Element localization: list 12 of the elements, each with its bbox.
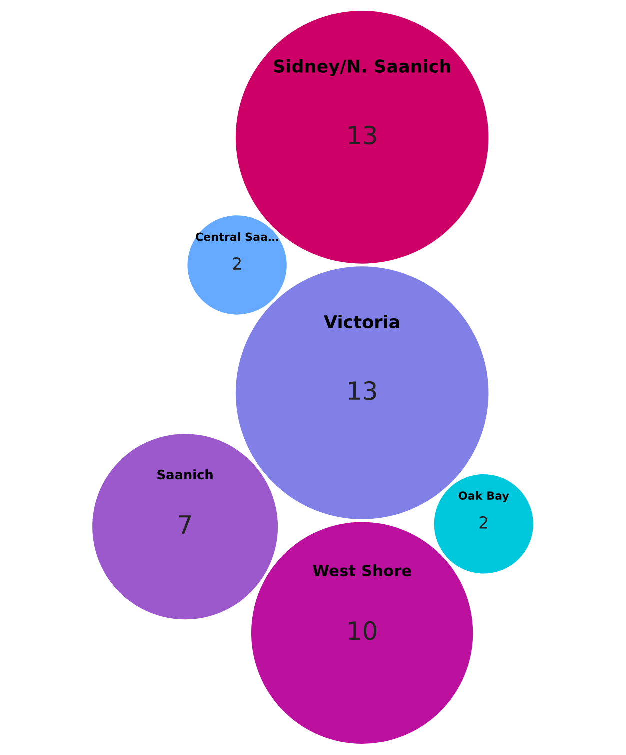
category-label: Victoria	[324, 315, 400, 329]
category-label: Oak Bay	[458, 491, 510, 502]
category-label: Sidney/N. Saanich	[274, 59, 450, 76]
data-label: 2	[233, 257, 241, 270]
data-label: 2	[480, 516, 488, 529]
data-label: 13	[349, 381, 376, 400]
data-label: 10	[349, 621, 377, 640]
category-label: Saanich	[158, 470, 213, 480]
category-label: Central Saa…	[196, 232, 278, 242]
data-label: 7	[179, 516, 192, 534]
category-label: West Shore	[313, 564, 412, 577]
data-label: 13	[349, 126, 376, 145]
